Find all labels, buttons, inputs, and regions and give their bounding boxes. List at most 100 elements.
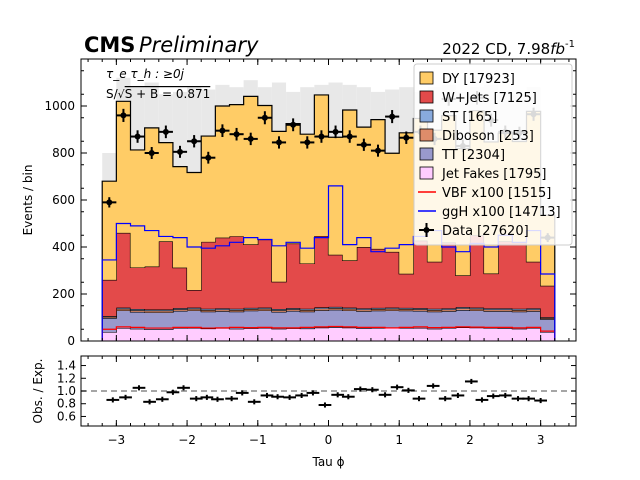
legend-entry: Data [27620] [419, 223, 529, 239]
data-point [385, 110, 400, 124]
y-tick-label: 0 [67, 334, 75, 348]
ratio-panel: 0.60.81.01.21.4 −3 −2 −1 0 1 2 3 Obs. / Exp. Tau … [31, 355, 577, 469]
stack-0-fill [102, 327, 555, 341]
y-axis-label: Events / bin [21, 165, 35, 236]
ratio-point [426, 383, 440, 389]
legend-label: ST [165] [442, 110, 497, 125]
ratio-y-axis-label: Obs. / Exp. [31, 359, 45, 424]
ratio-point [132, 385, 146, 391]
x-tick-label: 3 [537, 433, 545, 447]
data-point [116, 108, 131, 122]
ratio-point [451, 392, 465, 398]
legend-label: ggH x100 [14713] [442, 205, 561, 220]
ratio-point [260, 392, 274, 398]
legend-label: TT [2304] [441, 148, 505, 163]
legend-label: DY [17923] [442, 72, 515, 87]
data-point [271, 136, 287, 149]
ratio-point [247, 399, 261, 405]
ratio-y-tick-label: 0.8 [57, 397, 76, 411]
data-point [314, 130, 329, 143]
signal-0-line [101, 325, 556, 341]
ratio-point [464, 378, 478, 384]
channel-annotation: τ_e τ_h : ≥0j [106, 67, 185, 81]
data-point [144, 147, 159, 159]
experiment-label: CMS [84, 33, 135, 57]
x-tick-label: −2 [178, 433, 196, 447]
data-point [187, 135, 202, 148]
data-point [158, 125, 173, 139]
ratio-point [318, 402, 332, 408]
legend-entry: TT [2304] [419, 147, 505, 163]
stack-1-fill [102, 309, 555, 333]
legend-label: Diboson [253] [442, 129, 534, 144]
x-tick-label: 2 [466, 433, 474, 447]
ratio-point [378, 392, 392, 398]
x-tick-label: 0 [325, 433, 333, 447]
status-label: Preliminary [139, 33, 259, 57]
ratio-point [390, 384, 404, 390]
ratio-point [341, 394, 355, 400]
significance-annotation: S/√S + B = 0.871 [106, 87, 210, 101]
data-point [229, 127, 244, 141]
ratio-point [283, 394, 296, 400]
legend-label: W+Jets [7125] [442, 91, 537, 106]
ratio-y-tick-label: 1.4 [57, 359, 76, 373]
ratio-point [522, 396, 535, 402]
x-axis-label: Tau ϕ [311, 455, 344, 469]
ratio-y-tick-label: 1.2 [57, 371, 76, 385]
legend-label: Jet Fakes [1795] [441, 167, 547, 182]
ratio-point [365, 387, 379, 393]
legend-entry: DY [17923] [419, 71, 515, 87]
data-point [130, 130, 145, 143]
data-point [215, 124, 230, 138]
legend-box [413, 63, 573, 246]
data-point [399, 131, 414, 144]
x-tick-label: −3 [108, 433, 126, 447]
legend-entry: VBF x100 [1515] [418, 186, 551, 201]
legend-entry: ggH x100 [14713] [418, 205, 561, 220]
x-tick-label: −1 [249, 433, 267, 447]
ratio-point [295, 392, 308, 398]
ratio-point [306, 390, 320, 396]
data-point [356, 138, 371, 151]
ratio-point [498, 392, 512, 398]
ratio-point [211, 396, 224, 402]
data-point [300, 136, 315, 149]
y-tick-label: 600 [52, 193, 75, 207]
legend-entry: W+Jets [7125] [419, 90, 537, 106]
ratio-point [402, 387, 415, 393]
ratio-point [106, 397, 120, 403]
data-point [342, 130, 357, 143]
lumi-label: 2022 CD, 7.98fb-1 [442, 39, 575, 58]
ratio-point [119, 394, 132, 400]
ratio-point [438, 396, 452, 402]
legend: DY [17923] W+Jets [7125] ST [165] Diboson [… [413, 63, 573, 246]
ratio-point [486, 393, 500, 399]
y-tick-label: 200 [52, 287, 75, 301]
ratio-y-tick-label: 0.6 [57, 409, 76, 423]
stack-2-fill [102, 308, 555, 320]
data-point [286, 118, 301, 132]
x-tick-label: 1 [395, 433, 403, 447]
legend-label: VBF x100 [1515] [442, 186, 551, 201]
data-point [243, 132, 258, 146]
ratio-point [189, 396, 203, 402]
ratio-point [475, 397, 489, 403]
y-tick-label: 400 [52, 240, 75, 254]
main-panel: 0 200 400 600 800 1000 Events / bin DY [17923] W… [21, 58, 577, 348]
ratio-point [143, 399, 156, 405]
legend-entry: Jet Fakes [1795] [419, 166, 547, 182]
legend-label: Data [27620] [442, 224, 529, 239]
ratio-point [177, 385, 190, 391]
stack-3-fill [102, 306, 555, 318]
ratio-point [235, 390, 249, 396]
data-point [328, 125, 343, 139]
data-point [172, 145, 188, 158]
data-point [102, 197, 117, 208]
ratio-point [534, 398, 548, 404]
data-point [201, 151, 216, 164]
ratio-y-tick-label: 1.0 [57, 384, 76, 398]
legend-entry: Diboson [253] [419, 128, 534, 144]
data-point [370, 144, 386, 157]
ratio-point [331, 392, 345, 398]
